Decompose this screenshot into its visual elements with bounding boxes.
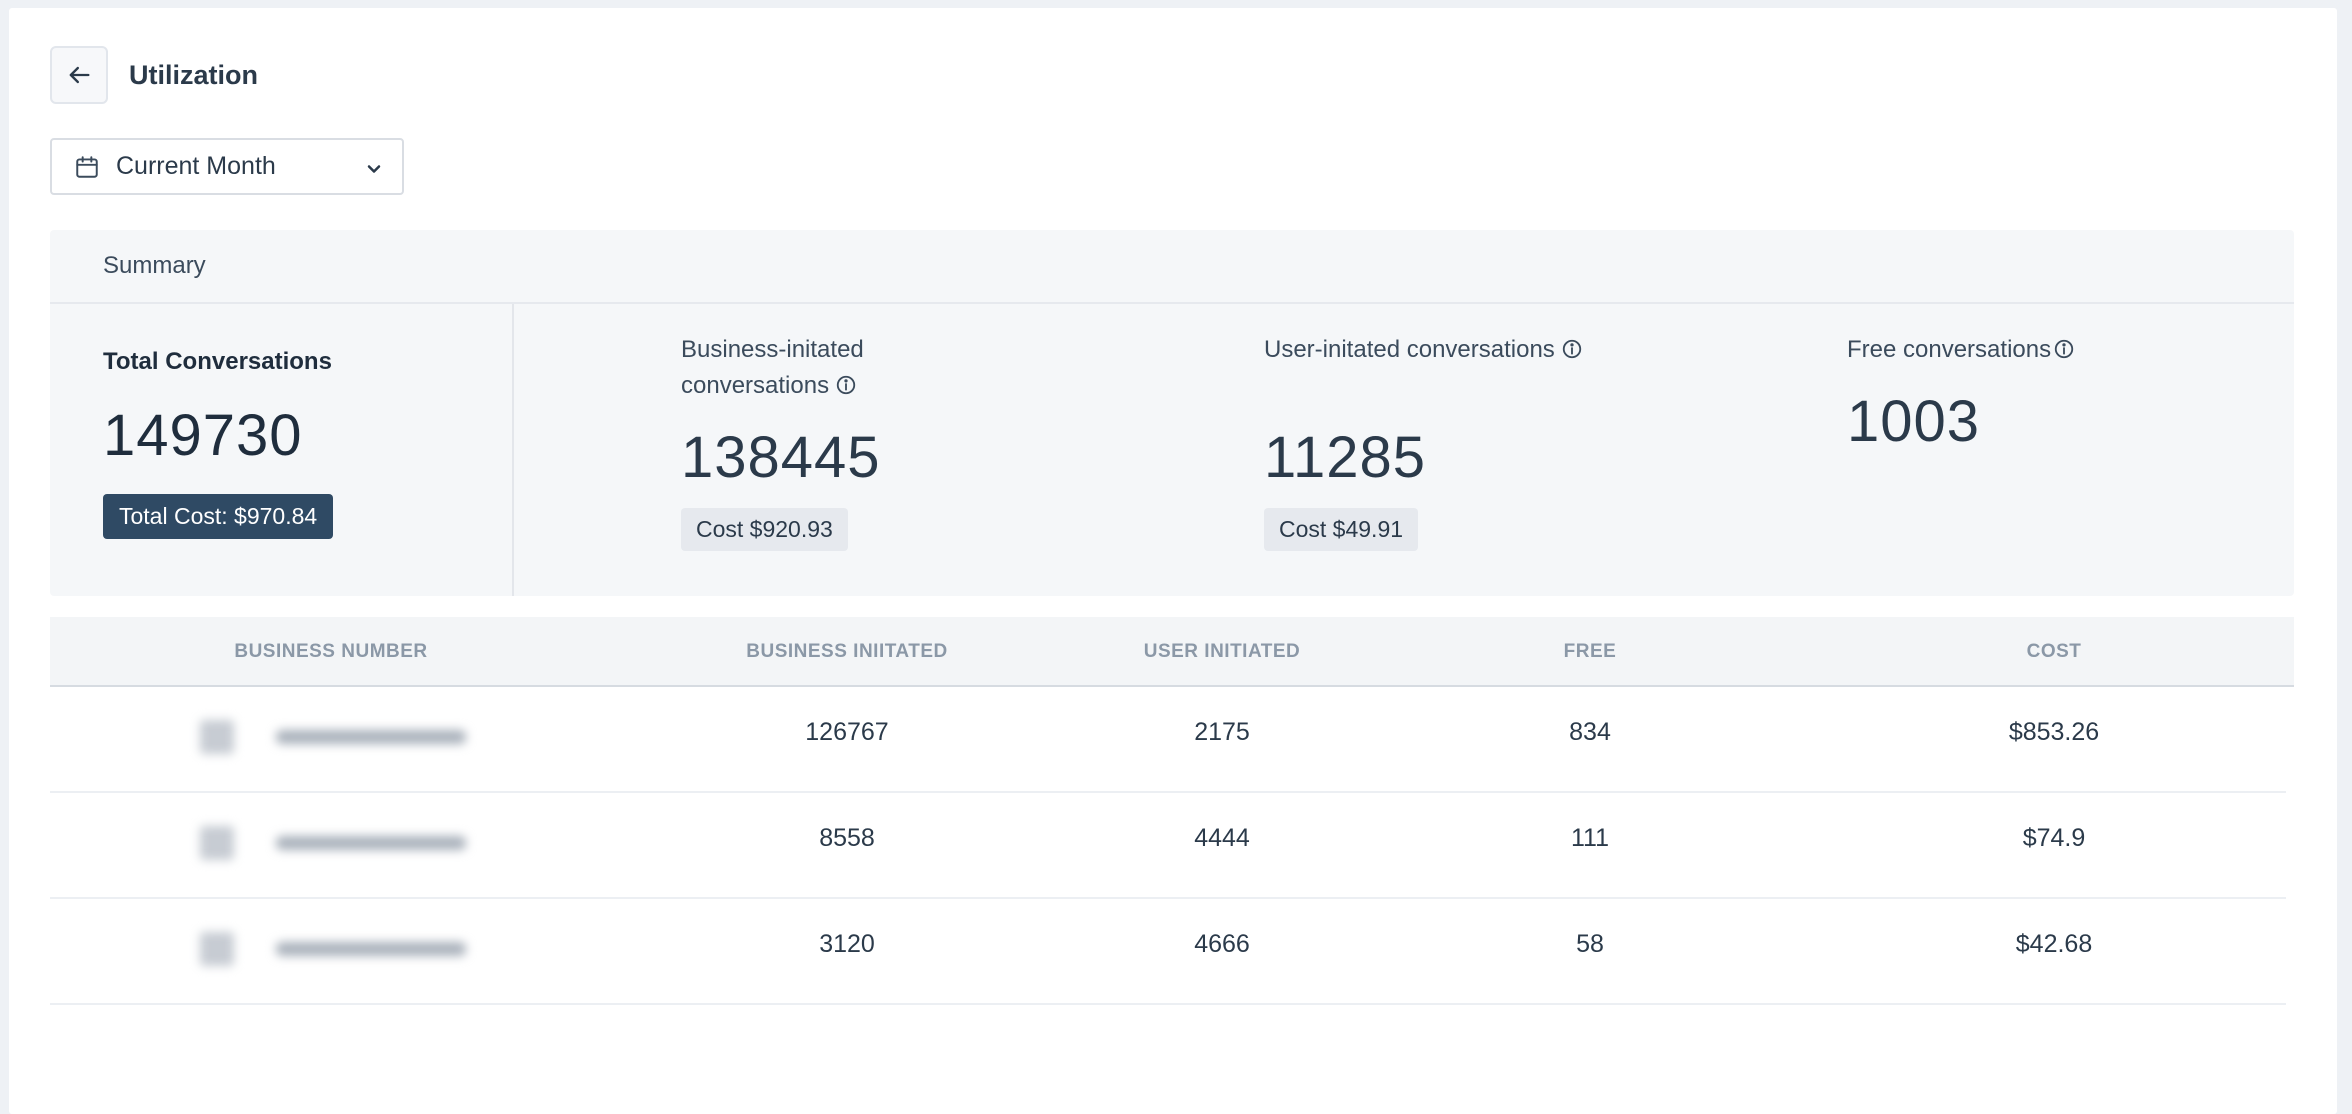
redacted-number [276,942,466,956]
info-icon[interactable] [835,374,857,396]
redacted-number [276,836,466,850]
cell-cost: $42.68 [2015,930,2093,958]
business-initiated-value: 138445 [681,425,881,490]
cell-user-initiated: 4444 [1194,824,1250,852]
table-header: BUSINESS NUMBER BUSINESS INIITATED USER … [50,617,2294,687]
cell-cost: $853.26 [2008,718,2100,746]
user-initiated-label: User-initated conversations [1264,332,1594,368]
date-range-label: Current Month [116,152,276,180]
cell-business-initiated: 3120 [819,930,875,958]
business-initiated-cost: Cost $920.93 [681,508,848,551]
business-number-redacted [200,929,476,969]
utilization-page: Utilization Current Month Summary Total … [9,8,2337,1114]
avatar [200,720,234,754]
summary-title: Summary [50,230,2294,304]
avatar [200,932,234,966]
free-conversations-value: 1003 [1847,389,1981,454]
user-initiated-label-text: User-initated conversations [1264,336,1555,363]
business-number-redacted [200,823,476,863]
total-conversations-label: Total Conversations [103,348,332,375]
chevron-down-icon [367,165,381,173]
free-conversations-label: Free conversations [1847,332,2177,368]
redacted-number [276,730,466,744]
table-row[interactable]: 126767 2175 834 $853.26 [50,687,2286,793]
calendar-icon [76,155,98,178]
info-icon[interactable] [2053,338,2075,360]
total-conversations-value: 149730 [103,403,303,468]
table-row[interactable]: 3120 4666 58 $42.68 [50,899,2286,1005]
cell-user-initiated: 4666 [1194,930,1250,958]
arrow-left-icon [69,66,90,84]
back-button[interactable] [50,46,108,104]
summary-panel: Summary Total Conversations 149730 Total… [50,230,2294,596]
column-header-cost[interactable]: COST [2026,641,2082,662]
total-cost-badge: Total Cost: $970.84 [103,494,334,539]
utilization-table: BUSINESS NUMBER BUSINESS INIITATED USER … [50,617,2294,1005]
column-header-business-number[interactable]: BUSINESS NUMBER [234,641,428,662]
column-header-business-initiated[interactable]: BUSINESS INIITATED [746,641,948,662]
free-conversations-label-text: Free conversations [1847,336,2052,363]
cell-business-initiated: 126767 [805,718,889,746]
cell-business-initiated: 8558 [819,824,875,852]
user-initiated-cost: Cost $49.91 [1264,508,1419,551]
cell-free: 58 [1576,930,1604,958]
cell-free: 111 [1570,824,1609,852]
business-initiated-label-text: Business-initated conversations [681,336,864,399]
cell-cost: $74.9 [2022,824,2086,852]
avatar [200,826,234,860]
business-initiated-label: Business-initated conversations [681,332,1011,404]
date-range-select[interactable]: Current Month [50,138,404,195]
table-row[interactable]: 8558 4444 111 $74.9 [50,793,2286,899]
summary-divider [512,304,514,596]
summary-body: Total Conversations 149730 Total Cost: $… [50,304,2294,596]
column-header-free[interactable]: FREE [1563,641,1617,662]
page-title: Utilization [129,60,258,90]
business-number-redacted [200,717,476,757]
cell-user-initiated: 2175 [1194,718,1250,746]
column-header-user-initiated[interactable]: USER INITIATED [1143,641,1301,662]
cell-free: 834 [1569,718,1611,746]
info-icon[interactable] [1561,338,1583,360]
user-initiated-value: 11285 [1264,425,1426,490]
